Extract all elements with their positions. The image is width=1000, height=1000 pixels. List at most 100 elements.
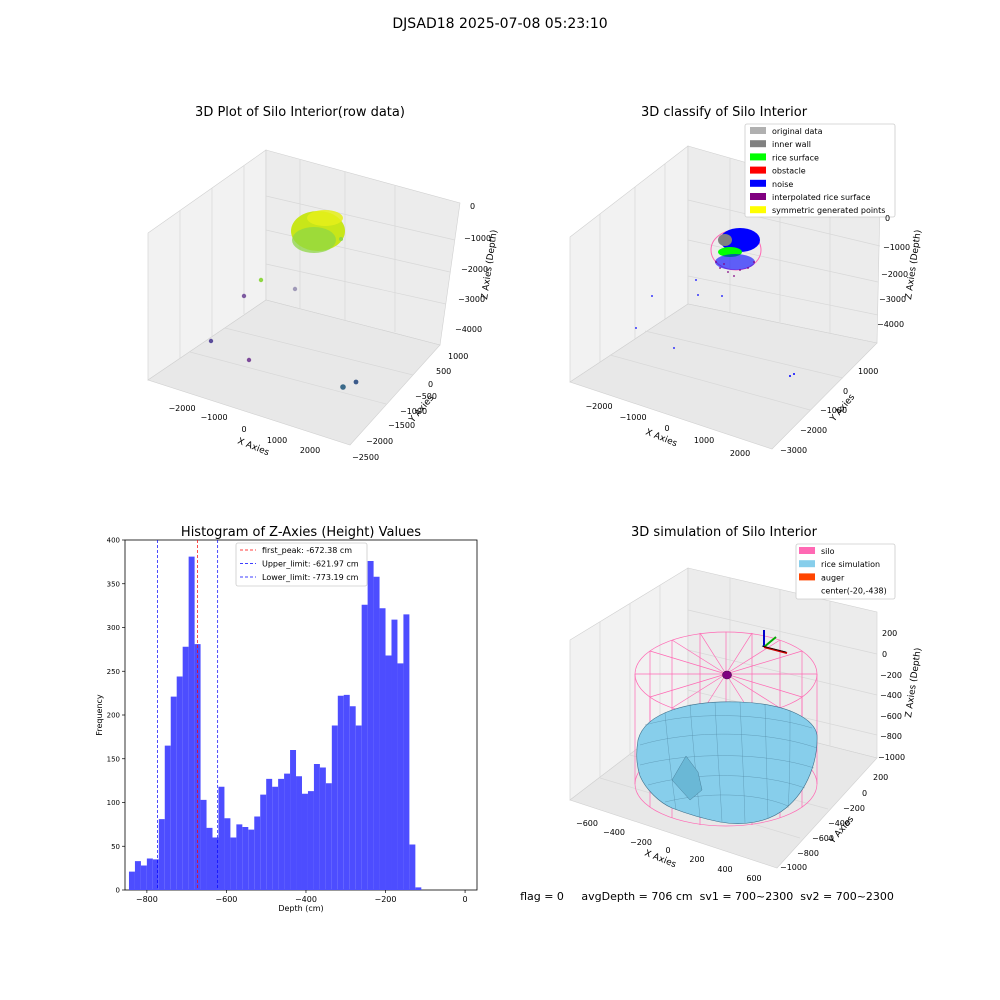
histogram-bar <box>224 818 231 890</box>
hist-legend: first_peak: -672.38 cm Upper_limit: -621.… <box>235 542 368 587</box>
y-tick-label: 0 <box>116 887 120 895</box>
histogram-bar <box>409 844 416 890</box>
p4-z-tick: −800 <box>880 732 902 741</box>
histogram-bar <box>313 764 320 890</box>
legend-label: center(-20,-438) <box>821 587 887 596</box>
p2-x-tick: −2000 <box>585 402 612 411</box>
p4-x-tick: 0 <box>665 846 670 855</box>
status-line: flag = 0 avgDepth = 706 cm sv1 = 700~230… <box>520 890 894 903</box>
p1-x-tick: −2000 <box>168 404 195 413</box>
p1-x-tick: −1000 <box>200 413 227 422</box>
p2-y-tick: 1000 <box>858 367 878 376</box>
histogram-bar <box>331 725 338 890</box>
legend-label: first_peak: -672.38 cm <box>262 546 352 555</box>
histogram-bar <box>397 663 404 890</box>
legend-label: noise <box>772 180 793 189</box>
panel4-xlabel: X Axies <box>643 849 678 871</box>
panel1-grid <box>179 160 456 405</box>
hist-xlabel: Depth (cm) <box>278 904 323 913</box>
y-tick-label: 400 <box>107 537 120 545</box>
panel2-ticks: −2000 −1000 0 1000 2000 1000 0 −1000 −2000… <box>585 214 910 458</box>
histogram-bar <box>367 561 374 890</box>
p2-x-tick: 0 <box>664 424 669 433</box>
p2-y-tick: 0 <box>843 387 848 396</box>
panel2-legend: original data inner wall rice surface obsta… <box>744 123 896 218</box>
histogram-bar <box>260 794 267 890</box>
panel-raw-3d: 3D Plot of Silo Interior(row data) <box>147 105 500 462</box>
legend-swatch <box>750 127 766 134</box>
p2-x-tick: 2000 <box>730 449 750 458</box>
p4-z-tick: −400 <box>880 691 902 700</box>
histogram-bar <box>349 706 356 890</box>
histogram-bar <box>403 614 410 890</box>
p1-z-tick: −1000 <box>464 234 491 243</box>
histogram-bar <box>134 861 141 890</box>
panel2-points <box>635 228 795 377</box>
panel4-zlabel: Z Axies (Depth) <box>904 647 924 718</box>
legend-label: rice simulation <box>821 560 880 569</box>
p4-y-tick: 200 <box>873 773 888 782</box>
panel1-points <box>208 210 359 390</box>
panel4-ticks: −600 −400 −200 0 200 400 600 200 0 −200 −4… <box>576 629 905 883</box>
p1-z-tick: 0 <box>470 202 475 211</box>
panel1-xlabel: X Axies <box>236 437 271 459</box>
p4-z-tick: −600 <box>880 712 902 721</box>
histogram-bar <box>391 619 398 890</box>
p4-z-tick: 0 <box>882 650 887 659</box>
legend-label: Lower_limit: -773.19 cm <box>262 573 359 582</box>
p1-x-tick: 2000 <box>300 446 320 455</box>
legend-label: obstacle <box>772 167 806 176</box>
histogram-bar <box>176 676 183 890</box>
histogram-bar <box>146 858 153 890</box>
p2-y-tick: −2000 <box>800 426 827 435</box>
histogram-bar <box>212 837 219 890</box>
x-tick-label: −400 <box>295 895 317 904</box>
p4-y-tick: −1000 <box>780 863 807 872</box>
p1-y-tick: −1000 <box>400 407 427 416</box>
panel-histogram: Histogram of Z-Axies (Height) Values −80… <box>95 525 478 913</box>
panel4-title: 3D simulation of Silo Interior <box>631 525 818 540</box>
histogram-bar <box>266 778 273 890</box>
p4-x-tick: 600 <box>746 874 761 883</box>
legend-swatch <box>799 573 815 581</box>
p1-z-tick: −4000 <box>455 325 482 334</box>
histogram-bar <box>236 824 243 890</box>
histogram-bar <box>206 827 213 890</box>
legend-swatch <box>750 206 766 214</box>
histogram-bar <box>278 778 285 890</box>
p4-y-tick: −200 <box>843 804 865 813</box>
histogram-bar <box>128 871 135 890</box>
p1-y-tick: 500 <box>436 367 451 376</box>
histogram-bar <box>284 773 291 890</box>
hist-vlines <box>157 540 219 890</box>
hist-xticks: −800 −600 −400 −200 0 <box>136 890 468 904</box>
p1-y-tick: 0 <box>428 380 433 389</box>
p2-y-tick: −1000 <box>820 406 847 415</box>
y-tick-label: 350 <box>107 580 120 588</box>
hist-bars <box>128 556 422 890</box>
legend-label: Upper_limit: -621.97 cm <box>262 560 359 569</box>
histogram-bar <box>301 793 308 890</box>
panel1-pane-floor <box>147 299 441 446</box>
p4-x-tick: −400 <box>603 828 625 837</box>
panel2-xlabel: X Axies <box>644 428 679 450</box>
legend-label: silo <box>821 547 835 556</box>
histogram-bar <box>200 799 207 890</box>
panel2-zlabel: Z Axies (Depth) <box>904 229 924 300</box>
p1-x-tick: 0 <box>241 425 246 434</box>
y-tick-label: 300 <box>107 624 120 632</box>
p2-z-tick: −2000 <box>881 270 908 279</box>
histogram-bar <box>343 694 350 890</box>
histogram-bar <box>373 576 380 890</box>
histogram-bar <box>307 791 314 890</box>
p1-z-tick: −3000 <box>458 295 485 304</box>
histogram-bar <box>182 646 189 890</box>
p4-y-tick: 0 <box>862 789 867 798</box>
y-tick-label: 200 <box>107 712 120 720</box>
panel-simulation-3d: 3D simulation of Silo Interior <box>569 525 924 883</box>
p2-z-tick: −3000 <box>879 295 906 304</box>
p4-y-tick: −400 <box>828 819 850 828</box>
histogram-bar <box>272 786 279 890</box>
histogram-bar <box>230 837 237 890</box>
